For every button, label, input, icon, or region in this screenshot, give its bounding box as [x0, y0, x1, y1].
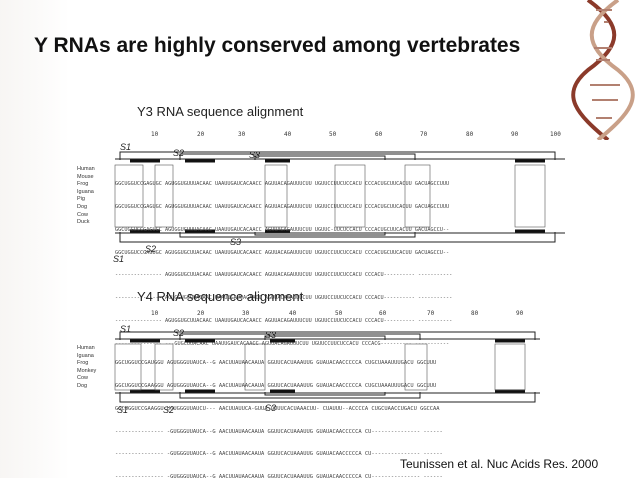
- y4-tick: 30: [242, 310, 250, 317]
- y3-s1-label: S1: [120, 142, 132, 152]
- y4-s2-bottom-label: S2: [163, 405, 175, 415]
- species-label: Frog: [77, 181, 89, 188]
- sequence-row: GGCUGGUCCGAGUGC AGUGGUGUUUACAAC UAAUUGAU…: [115, 226, 450, 233]
- species-label: Duck: [77, 219, 90, 226]
- y3-s2-bottom-label: S2: [145, 244, 157, 254]
- y3-heading: Y3 RNA sequence alignment: [137, 104, 304, 119]
- y4-s2-label: S2: [173, 328, 185, 338]
- y3-tick: 90: [511, 131, 519, 138]
- species-label: Mouse: [77, 173, 94, 180]
- alignment-figure: Y3 RNA sequence alignment 10 20 30 40 50…: [75, 92, 570, 480]
- sequence-row: GGCUGGUCCGAGUGC AGUGGUGUUUACAAC UAAUUGAU…: [115, 203, 450, 210]
- sequence-row: --------------- AGUGGUGCUUACAAC UAAUUGAU…: [115, 272, 453, 279]
- species-label: Human: [77, 345, 95, 351]
- y4-tick: 10: [151, 310, 159, 317]
- sequence-row: GGCUGGUCCGAUGGU AGUGGGUUAUCA--G AACUUAUA…: [115, 360, 437, 367]
- y3-tick: 50: [329, 131, 337, 138]
- y4-tick: 40: [289, 310, 297, 317]
- sequence-row: --------------- -GUGGGUUAUCA--G AACUUAUA…: [115, 474, 443, 481]
- y3-s3-bottom-label: S3: [230, 237, 242, 247]
- species-label: Pig: [77, 196, 85, 203]
- y3-tick: 30: [238, 131, 246, 138]
- y4-tick: 70: [427, 310, 435, 317]
- species-label: Iguana: [77, 352, 94, 359]
- y3-s2-label: S2: [173, 148, 185, 158]
- species-label: Cow: [77, 375, 89, 382]
- y3-s3-label: S3: [249, 150, 261, 160]
- background-texture: [0, 0, 70, 478]
- y4-structure-lines: [114, 331, 540, 403]
- y3-structure-lines: [114, 151, 565, 243]
- y4-tick: 20: [197, 310, 205, 317]
- y4-heading: Y4 RNA sequence alignment: [137, 289, 304, 304]
- citation: Teunissen et al. Nuc Acids Res. 2000: [400, 457, 599, 471]
- y3-s1-bottom-label: S1: [113, 254, 125, 264]
- y4-sequences: GGCUGGUCCGAUGGU AGUGGGUUAUCA--G AACUUAUA…: [115, 345, 443, 497]
- y4-s3-bottom-label: S3: [265, 403, 277, 413]
- y4-s3-label: S3: [265, 330, 277, 340]
- species-label: Dog: [77, 382, 88, 389]
- species-label: Human: [77, 166, 95, 172]
- y4-tick: 60: [379, 310, 387, 317]
- y4-tick: 50: [335, 310, 343, 317]
- y3-tick: 100: [550, 131, 561, 138]
- y3-tick: 20: [197, 131, 205, 138]
- species-label: Iguana: [77, 188, 94, 195]
- y3-tick: 80: [466, 131, 474, 138]
- sequence-row: GGCUGGUCCGAGUGC AGUGGUGCUUACAAC UAAUUGAU…: [115, 249, 450, 256]
- species-label: Monkey: [77, 367, 97, 374]
- species-label: Frog: [77, 360, 89, 367]
- y3-sequences: GGCUGGUCCGAGUGC AGUGGUGUUUACAAC UAAUUGAU…: [115, 166, 452, 363]
- y4-species-list: Human Iguana Frog Monkey Cow Dog: [77, 345, 96, 391]
- y4-s1-bottom-label: S1: [117, 405, 129, 415]
- y4-s1-label: S1: [120, 324, 132, 334]
- y3-tick: 60: [375, 131, 383, 138]
- y3-tick: 40: [284, 131, 292, 138]
- sequence-row: --------------- -GUGGGUUAUCA--G AACUUAUA…: [115, 428, 443, 435]
- y3-species-list: Human Mouse Frog Iguana Pig Dog Cow Duck: [77, 166, 95, 227]
- y3-tick: 10: [151, 131, 159, 138]
- species-label: Cow: [77, 211, 89, 218]
- slide-title: Y RNAs are highly conserved among verteb…: [34, 34, 521, 57]
- sequence-row: --------------- AGUGGUGCUUACAAC UAAUUGAU…: [115, 317, 453, 324]
- sequence-row: GGCUGGUCCGAAGGU AGUGGGUUAUCA--G AACUUAUA…: [115, 382, 437, 389]
- sequence-row: --------------- -GUGGGUUAUCA--G AACUUAUA…: [115, 451, 443, 458]
- sequence-row: --------------- AGUGGUGCUUACAAC UAAUUGAU…: [115, 295, 453, 302]
- sequence-row: --------------- ---GUGCUUACAAC UAAUUGAUC…: [115, 340, 450, 347]
- sequence-row: GGCUGGUCCGAAGGU UGUGGGUUAUCU--- AACUUAUU…: [115, 405, 440, 412]
- species-label: Dog: [77, 203, 88, 210]
- y4-tick: 80: [471, 310, 479, 317]
- y3-tick: 70: [420, 131, 428, 138]
- dna-helix-icon: [571, 0, 635, 140]
- sequence-row: GGCUGGUCCGAGUGC AGUGGUGUUUACAAC UAAUUGAU…: [115, 181, 450, 188]
- y4-tick: 90: [516, 310, 524, 317]
